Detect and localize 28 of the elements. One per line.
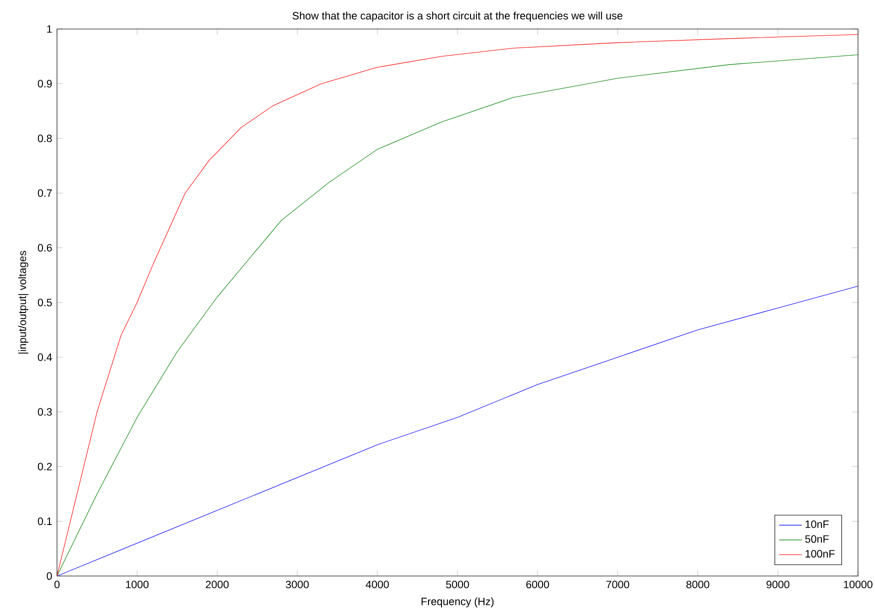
y-tick-label: 0.3 [38,408,52,416]
y-tick-label: 0.2 [38,462,52,470]
x-tick-label: 10000 [844,580,872,588]
y-tick-label: 0.6 [38,244,52,252]
y-tick-label: 1 [47,25,52,33]
x-tick-label: 4000 [366,580,389,588]
y-tick-label: 0.4 [38,353,52,361]
x-tick-label: 3000 [286,580,309,588]
chart-title: Show that the capacitor is a short circuit at the frequencies we will use [292,12,622,22]
x-tick-label: 6000 [526,580,550,588]
x-tick-label: 5000 [446,580,469,588]
y-tick-label: 0.7 [38,189,52,197]
y-axis-title: |input/output| voltages [18,250,28,354]
x-tick-label: 2000 [206,580,229,588]
x-tick-label: 7000 [606,580,630,588]
legend-label: 100nF [806,550,835,558]
legend-label: 10nF [806,520,829,528]
x-tick-label: 8000 [686,580,710,588]
y-tick-label: 0.8 [38,134,52,142]
y-tick-label: 0 [46,572,52,580]
y-tick-label: 0.1 [38,518,52,526]
y-tick-label: 0.5 [38,298,52,306]
x-tick-label: 0 [54,580,60,588]
x-tick-label: 9000 [766,580,790,588]
legend-label: 50nF [805,535,829,543]
x-tick-label: 1000 [126,580,149,588]
x-axis-title: Frequency (Hz) [422,597,494,608]
y-tick-label: 0.9 [38,80,52,88]
